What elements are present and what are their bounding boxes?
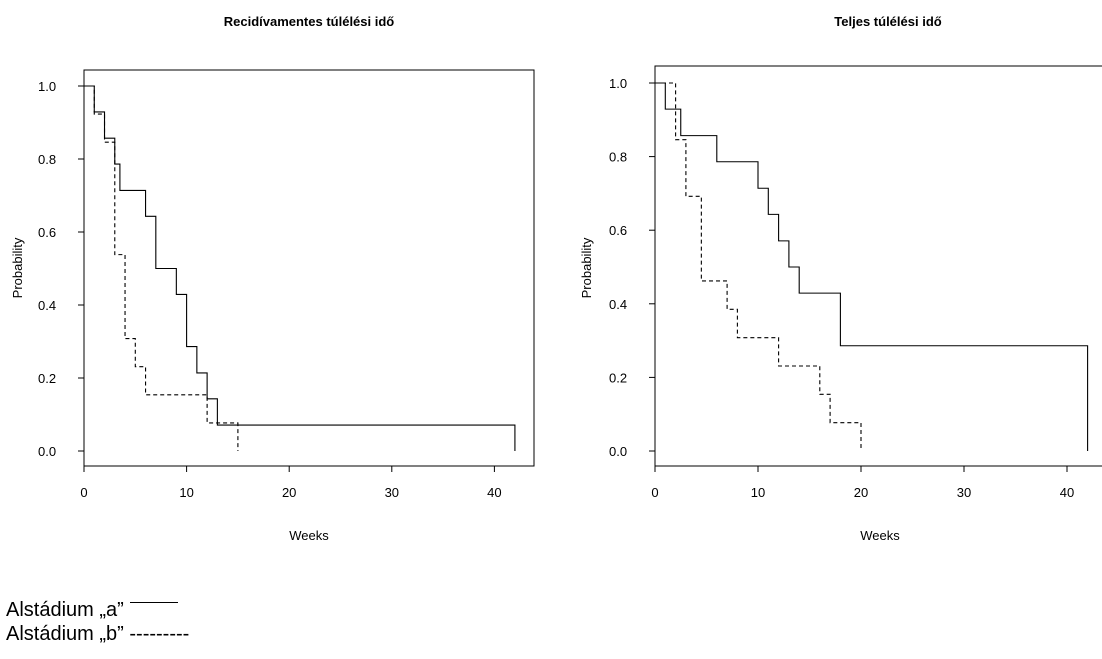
y-tick-label: 0.2 [38, 371, 56, 386]
x-axis-label: Weeks [289, 528, 329, 543]
y-tick-label: 0.2 [609, 370, 627, 385]
y-tick-label: 0.8 [609, 150, 627, 165]
x-tick-label: 40 [487, 485, 501, 500]
survival-curve-a [84, 85, 516, 451]
x-tick-label: 40 [1060, 485, 1074, 500]
x-tick-label: 20 [282, 485, 296, 500]
y-tick-label: 0.4 [609, 297, 627, 312]
x-tick-label: 20 [854, 485, 868, 500]
chart-title: Recidívamentes túlélési idő [224, 14, 395, 29]
y-tick-label: 0.0 [609, 444, 627, 459]
y-tick-label: 0.6 [609, 223, 627, 238]
chart-title: Teljes túlélési idő [834, 14, 941, 29]
legend-item-b: Alstádium „b” --------- [6, 622, 189, 646]
plot-frame [654, 65, 1102, 467]
survival-curve-a [655, 82, 1089, 451]
y-axis-label: Probability [579, 237, 594, 298]
y-tick-label: 0.4 [38, 298, 56, 313]
x-tick-label: 30 [385, 485, 399, 500]
survival-curve-b [655, 82, 862, 451]
x-tick-label: 0 [651, 485, 658, 500]
x-tick-label: 0 [80, 485, 87, 500]
y-tick-label: 0.0 [38, 444, 56, 459]
y-axis-label: Probability [10, 237, 25, 298]
x-axis-label: Weeks [860, 528, 900, 543]
y-tick-label: 0.6 [38, 225, 56, 240]
x-tick-label: 10 [751, 485, 765, 500]
x-tick-label: 30 [957, 485, 971, 500]
legend-item-a: Alstádium „a” [6, 598, 178, 622]
solid-line-swatch [129, 602, 178, 603]
legend-label-b: Alstádium „b” --------- [6, 623, 190, 645]
plot-frame [83, 69, 535, 467]
legend-label-a: Alstádium „a” [6, 599, 124, 621]
y-tick-label: 1.0 [38, 79, 56, 94]
figure: Recidívamentes túlélési idő 0.0 0.2 0.4 0.6 0… [10, 14, 1102, 543]
y-tick-label: 0.8 [38, 152, 56, 167]
y-tick-label: 1.0 [609, 76, 627, 91]
x-tick-label: 10 [179, 485, 193, 500]
